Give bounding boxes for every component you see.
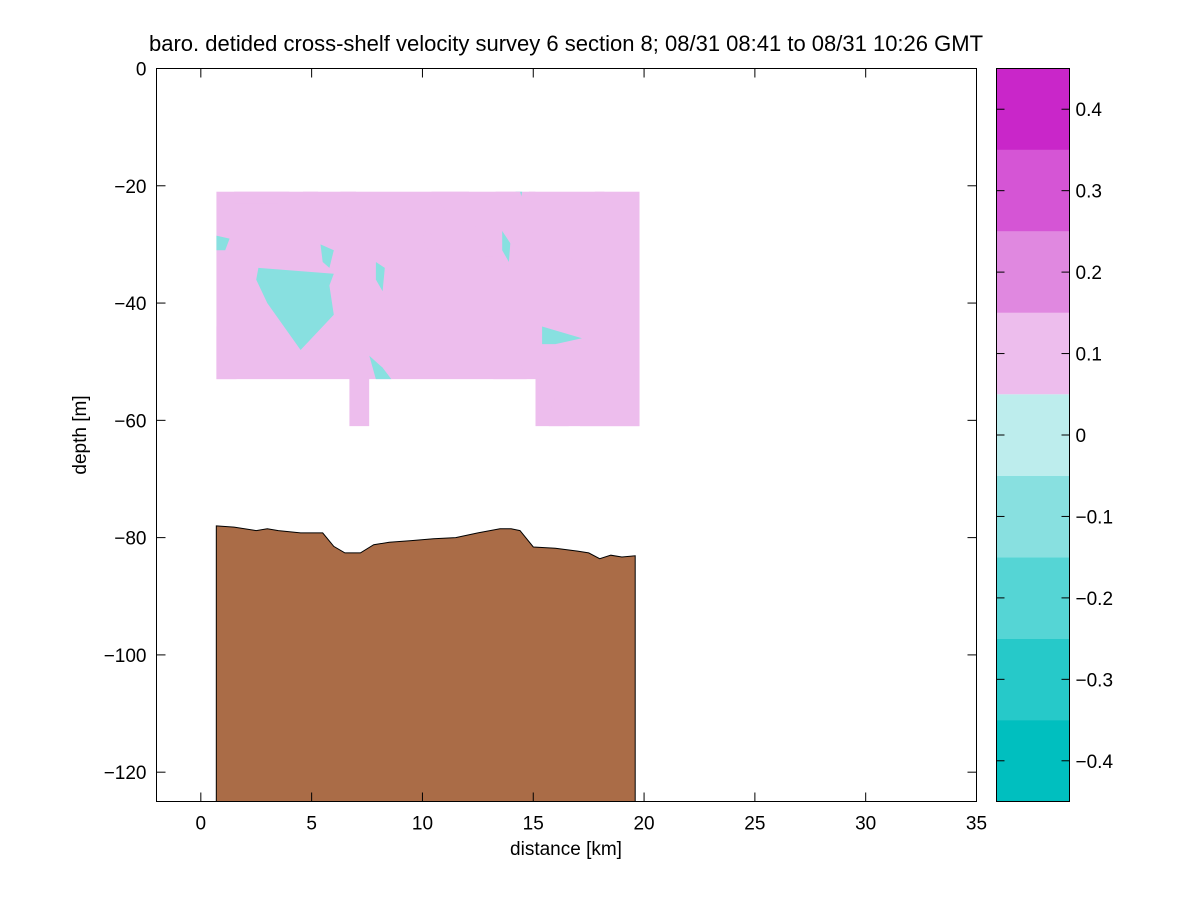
colorbar-tick-label: 0.4 — [1076, 100, 1103, 121]
contour-patch-8 — [234, 191, 290, 204]
colorbar: −0.4 −0.3 −0.2 −0.1 0 0.1 0.2 0.3 0.4 — [996, 68, 1114, 802]
y-tick-label: −60 — [114, 411, 146, 432]
colorbar-tick-label: −0.3 — [1076, 670, 1114, 691]
colorbar-swatch — [996, 231, 1070, 313]
colorbar-swatch — [996, 312, 1070, 395]
colorbar-swatch — [996, 557, 1070, 639]
y-tick-label: −120 — [104, 763, 147, 784]
contour-patch-9 — [302, 191, 319, 201]
contour-patch-16 — [216, 320, 241, 380]
colorbar-swatch — [996, 475, 1070, 558]
contour-patch-2 — [216, 235, 230, 251]
y-tick-label: −20 — [114, 177, 146, 198]
x-tick-label: 30 — [855, 814, 876, 835]
contour-patch-14 — [422, 226, 441, 257]
contour-patch-4 — [369, 355, 392, 380]
colorbar-tick-label: 0.2 — [1076, 263, 1102, 284]
chart-title: baro. detided cross-shelf velocity surve… — [149, 31, 983, 56]
y-tick-label: −100 — [104, 646, 147, 667]
contour-patch-6 — [542, 326, 582, 345]
x-tick-label: 20 — [633, 814, 654, 835]
x-tick-label: 10 — [412, 814, 433, 835]
colorbar-swatch — [996, 149, 1070, 232]
colorbar-tick-label: 0.3 — [1076, 182, 1102, 203]
colorbar-swatch — [996, 720, 1070, 802]
x-tick-label: 5 — [306, 814, 317, 835]
colorbar-tick-label: 0 — [1076, 426, 1087, 447]
plot-frame — [156, 68, 977, 802]
contour-patch-20 — [626, 361, 640, 427]
x-axis: 0 5 10 15 20 25 30 35 — [196, 68, 987, 835]
contour-patch-12 — [495, 191, 554, 286]
y-axis-label: depth [m] — [70, 395, 91, 474]
y-tick-label: −80 — [114, 529, 146, 550]
contour-patch-1 — [320, 244, 334, 268]
x-tick-label: 0 — [196, 814, 207, 835]
contour-patch-19 — [548, 396, 569, 427]
colorbar-tick-label: −0.1 — [1076, 507, 1114, 528]
x-tick-label: 15 — [523, 814, 544, 835]
colorbar-swatch — [996, 68, 1070, 150]
bathymetry — [215, 525, 636, 802]
colorbar-tick-label: −0.4 — [1076, 752, 1114, 773]
contour-patch-11 — [431, 191, 476, 227]
colorbar-tick-label: 0.1 — [1076, 345, 1102, 366]
colorbar-swatch — [996, 394, 1070, 476]
contour-patch-13 — [528, 191, 536, 204]
contour-patch-18 — [568, 191, 640, 427]
contour-patch-15 — [480, 232, 494, 257]
colorbar-tick-label: −0.2 — [1076, 589, 1114, 610]
contour-patch-0 — [256, 267, 334, 350]
colorbar-swatch — [996, 638, 1070, 721]
y-axis: −120 −100 −80 −60 −40 −20 0 — [104, 60, 977, 784]
y-tick-label: 0 — [136, 60, 147, 81]
contour-patch-3 — [375, 262, 385, 292]
x-axis-label: distance [km] — [510, 839, 622, 860]
bathymetry-fill — [215, 525, 636, 802]
x-tick-label: 35 — [966, 814, 987, 835]
x-tick-label: 25 — [744, 814, 765, 835]
contour-patch-10 — [340, 191, 363, 221]
y-tick-label: −40 — [114, 294, 146, 315]
velocity-contour-fill — [216, 191, 640, 427]
contour-patch-17 — [484, 320, 527, 380]
